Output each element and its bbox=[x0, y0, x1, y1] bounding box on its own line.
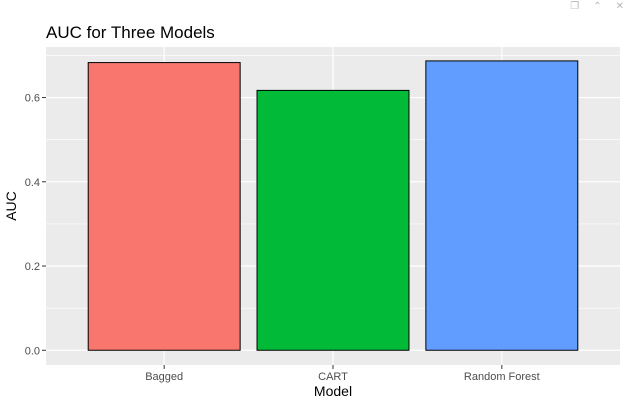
x-tick-label: Random Forest bbox=[464, 371, 540, 383]
bar-bagged bbox=[87, 62, 241, 351]
chart-title: AUC for Three Models bbox=[46, 23, 215, 42]
y-tick-label: 0.4 bbox=[25, 177, 40, 189]
x-axis-title: Model bbox=[314, 383, 352, 399]
collapse-up-icon[interactable]: ⌃ bbox=[593, 1, 602, 12]
bar-cart bbox=[256, 89, 410, 351]
close-icon[interactable]: ✕ bbox=[615, 1, 624, 12]
x-tick-label: Bagged bbox=[145, 371, 183, 383]
bars bbox=[87, 60, 579, 351]
y-axis-title: AUC bbox=[3, 191, 19, 221]
bar-random-forest bbox=[425, 60, 579, 351]
viewer-toolbar: ❐ ⌃ ✕ bbox=[570, 0, 624, 14]
y-axis: 0.0 0.2 0.4 0.6 bbox=[25, 93, 46, 357]
y-tick-label: 0.0 bbox=[25, 345, 40, 357]
y-tick-label: 0.6 bbox=[25, 93, 40, 105]
x-axis: Bagged CART Random Forest bbox=[145, 365, 540, 383]
copy-icon[interactable]: ❐ bbox=[570, 1, 580, 12]
y-tick-label: 0.2 bbox=[25, 261, 40, 273]
x-tick-label: CART bbox=[318, 371, 348, 383]
